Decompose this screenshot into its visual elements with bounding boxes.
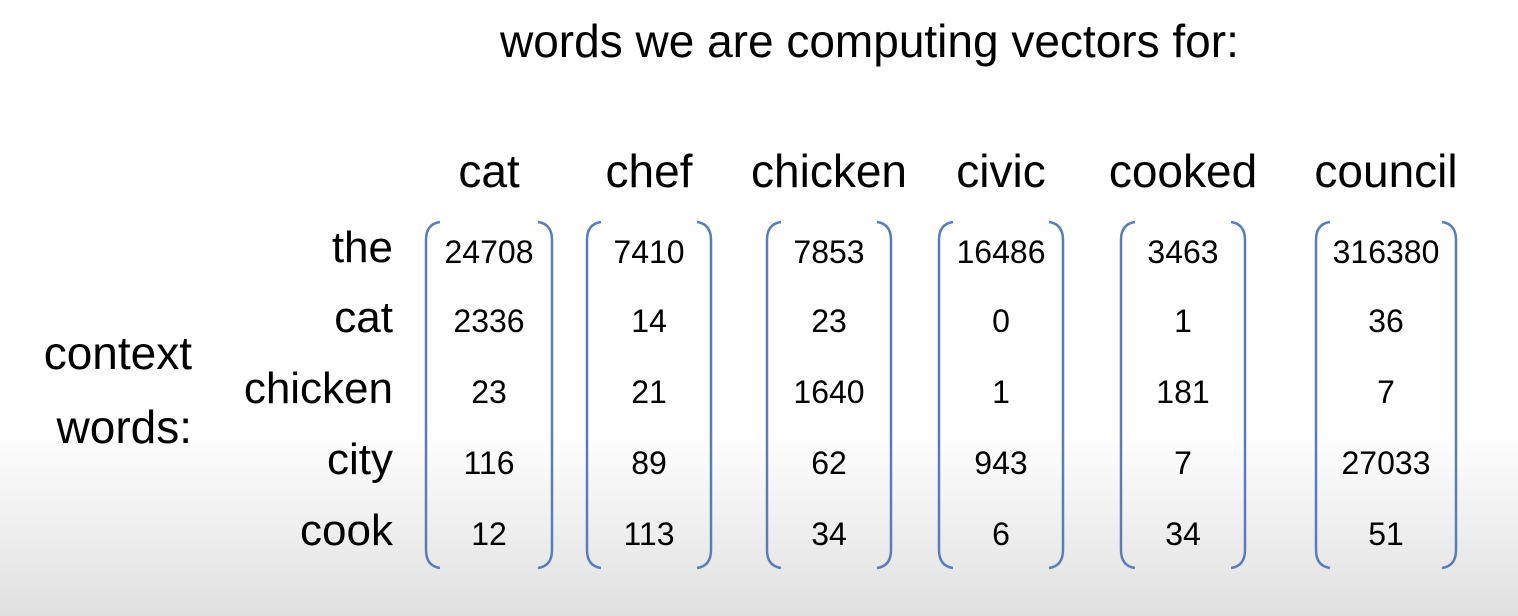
cell-cook-civic: 6 <box>992 516 1010 552</box>
cell-chicken-cooked: 181 <box>1156 374 1210 410</box>
right-bracket-cat <box>537 220 554 570</box>
cell-the-chicken: 7853 <box>793 234 865 270</box>
context-label-line-1: context <box>43 327 192 379</box>
left-bracket-civic <box>937 220 954 570</box>
cell-cat-cooked: 1 <box>1174 303 1192 339</box>
cell-the-cooked: 3463 <box>1147 234 1219 270</box>
column-header-civic: civic <box>956 145 1046 197</box>
left-bracket-chef <box>585 220 602 570</box>
cell-city-cooked: 7 <box>1174 445 1192 481</box>
cell-city-council: 27033 <box>1341 445 1431 481</box>
row-label-chicken: chicken <box>243 364 393 413</box>
row-label-the: the <box>331 223 393 272</box>
right-bracket-chicken <box>876 220 893 570</box>
cell-city-cat: 116 <box>463 445 515 481</box>
left-bracket-chicken <box>765 220 782 570</box>
cell-cook-chef: 113 <box>623 516 675 552</box>
row-label-city: city <box>327 435 393 484</box>
cell-cook-chicken: 34 <box>811 516 847 552</box>
cell-city-chef: 89 <box>631 445 667 481</box>
page-title: words we are computing vectors for: <box>500 15 1239 67</box>
right-bracket-civic <box>1048 220 1065 570</box>
cell-chicken-civic: 1 <box>992 374 1010 410</box>
cell-the-civic: 16486 <box>956 234 1046 270</box>
cell-the-council: 316380 <box>1332 234 1440 270</box>
cell-cat-civic: 0 <box>992 303 1010 339</box>
cell-chicken-council: 7 <box>1377 374 1395 410</box>
column-header-cooked: cooked <box>1108 145 1258 197</box>
column-header-chef: chef <box>605 145 693 197</box>
left-bracket-cat <box>424 220 441 570</box>
context-label-line-2: words: <box>56 401 192 453</box>
row-label-cook: cook <box>300 506 393 555</box>
cell-cat-council: 36 <box>1368 303 1404 339</box>
cell-the-cat: 24708 <box>444 234 534 270</box>
cell-chicken-chef: 21 <box>631 374 667 410</box>
cell-cook-cat: 12 <box>471 516 507 552</box>
left-bracket-council <box>1314 220 1331 570</box>
cell-cat-chicken: 23 <box>811 303 847 339</box>
column-header-cat: cat <box>458 145 520 197</box>
right-bracket-council <box>1441 220 1458 570</box>
right-bracket-chef <box>696 220 713 570</box>
cell-city-chicken: 62 <box>811 445 847 481</box>
cell-cat-cat: 2336 <box>453 303 525 339</box>
left-bracket-cooked <box>1119 220 1136 570</box>
row-label-cat: cat <box>334 293 393 342</box>
cell-cook-council: 51 <box>1368 516 1404 552</box>
column-header-council: council <box>1314 145 1458 197</box>
cell-cook-cooked: 34 <box>1165 516 1201 552</box>
cell-chicken-cat: 23 <box>471 374 507 410</box>
cell-the-chef: 7410 <box>613 234 685 270</box>
column-header-chicken: chicken <box>751 145 907 197</box>
cell-city-civic: 943 <box>974 445 1028 481</box>
cell-chicken-chicken: 1640 <box>793 374 865 410</box>
cell-cat-chef: 14 <box>631 303 667 339</box>
right-bracket-cooked <box>1230 220 1247 570</box>
